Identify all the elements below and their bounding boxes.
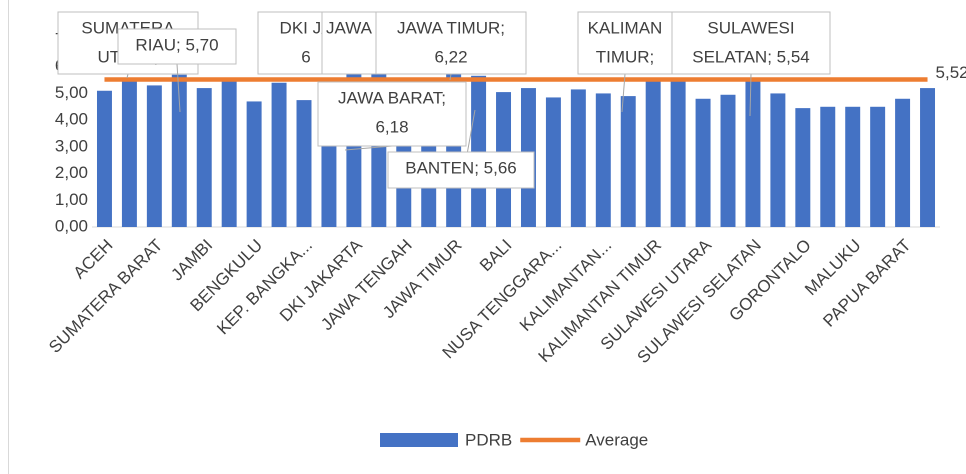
x-tick-label: JAMBI (167, 236, 216, 285)
x-tick-label: BALI (476, 236, 515, 275)
y-tick-label: 1,00 (55, 190, 88, 209)
callout-box (577, 11, 673, 75)
callout-text: DKI JA (280, 18, 334, 37)
bar (695, 98, 711, 228)
callout-leader (176, 63, 181, 113)
bar (171, 74, 187, 227)
callout-text: RIAU; 5,70 (135, 35, 218, 54)
callout-box (317, 81, 467, 147)
callout-box (321, 11, 377, 75)
y-tick-label: 4,00 (55, 110, 88, 129)
callout-box (375, 11, 527, 75)
x-tick-label: JAWA TENGAH (317, 236, 415, 334)
y-tick-label: 0,00 (55, 216, 88, 235)
callout-text: JAWA TIMUR; (397, 18, 505, 37)
callout-text: BANTEN; 5,66 (405, 158, 517, 177)
bar (895, 98, 911, 228)
bar (820, 106, 836, 227)
callout-text: SULAWESI (707, 18, 794, 37)
callout-leader (749, 73, 752, 117)
bar (271, 82, 287, 227)
bar (845, 106, 861, 227)
bar (96, 90, 112, 227)
callout-leader (126, 73, 129, 79)
callout-text: 6 (301, 47, 310, 66)
bar (720, 94, 736, 227)
x-tick-label: PAPUA BARAT (819, 236, 914, 331)
bar (795, 108, 811, 227)
bar (870, 106, 886, 227)
bar (770, 93, 786, 227)
bar (221, 80, 237, 227)
bar (645, 80, 661, 227)
callout-text: TIMUR; (596, 47, 655, 66)
x-tick-label: ACEH (70, 236, 117, 283)
bar (545, 97, 561, 227)
bar (121, 80, 137, 227)
legend-swatch (380, 433, 458, 447)
callout-box (671, 11, 831, 75)
callout-leader (621, 73, 626, 113)
bar (570, 89, 586, 228)
callout-text: 6,22 (434, 47, 467, 66)
bar (296, 100, 312, 227)
callout-text: SELATAN; 5,54 (692, 47, 809, 66)
bar (670, 81, 686, 228)
callout-leader (344, 145, 393, 151)
x-tick-label: KALIMANTAN... (516, 236, 615, 335)
callout-leader (449, 73, 452, 81)
y-tick-label: 3,00 (55, 136, 88, 155)
bar (745, 79, 761, 227)
callout-box (387, 151, 535, 189)
legend-label: PDRB (465, 430, 512, 449)
data-label: 5,52 (936, 63, 966, 82)
legend-label: Average (585, 430, 648, 449)
bar (620, 96, 636, 227)
bar (246, 101, 262, 227)
y-tick-label: 2,00 (55, 163, 88, 182)
callout-text: 6,18 (375, 117, 408, 136)
callout-text: JAWA BARAT; (338, 88, 446, 107)
callout-text: JAWA (326, 18, 373, 37)
bar (146, 85, 162, 228)
y-tick-label: 5,00 (55, 83, 88, 102)
bar (595, 93, 611, 227)
callout-text: KALIMAN (588, 18, 663, 37)
bar (920, 88, 936, 227)
bar (471, 75, 487, 227)
callout-box (117, 28, 237, 65)
chart-border (8, 0, 9, 474)
bar (196, 88, 212, 227)
